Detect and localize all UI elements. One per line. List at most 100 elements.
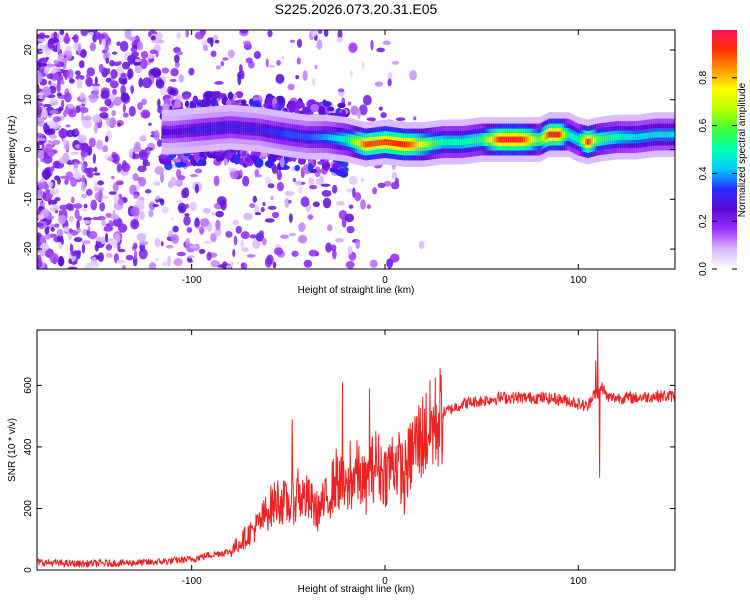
spectrogram-noise-blob bbox=[148, 122, 152, 126]
spectrogram-ridge-cell bbox=[360, 140, 363, 147]
spectrogram-ridge-cell bbox=[372, 140, 375, 147]
spectrogram-noise-blob bbox=[44, 34, 50, 39]
spectrogram-noise-blob bbox=[276, 181, 284, 192]
spectrogram-ridge-cell bbox=[184, 127, 188, 134]
spectrogram-ridge-cell bbox=[668, 131, 671, 138]
spectrogram-ridge-cell bbox=[308, 134, 311, 141]
spectrogram-ridge-cell bbox=[492, 136, 495, 143]
spectrogram-noise-blob bbox=[326, 224, 333, 232]
y-tick-label: 10 bbox=[23, 94, 34, 106]
x-tick-label: 100 bbox=[570, 275, 587, 286]
spectrogram-ridge-cell bbox=[612, 134, 615, 141]
spectrogram-ridge-cell bbox=[507, 136, 510, 143]
spectrogram-noise-blob bbox=[94, 236, 105, 242]
spectrogram-ridge-cell bbox=[258, 126, 261, 133]
spectrogram-noise-blob bbox=[215, 151, 222, 156]
spectrogram-noise-blob bbox=[377, 182, 386, 188]
spectrogram-ridge-cell bbox=[295, 132, 298, 139]
spectrogram-noise-blob bbox=[59, 204, 69, 211]
spectrogram-ridge-cell bbox=[608, 135, 611, 142]
spectrogram-ridge-cell bbox=[260, 126, 263, 133]
spectrogram-ridge-cell bbox=[505, 136, 508, 143]
spectrogram-noise-blob bbox=[264, 257, 272, 268]
spectrogram-noise-blob bbox=[49, 206, 54, 211]
x-tick-label: 100 bbox=[570, 576, 587, 587]
spectrogram-noise-blob bbox=[73, 162, 79, 169]
spectrogram-noise-blob bbox=[312, 77, 316, 86]
spectrogram-noise-blob bbox=[360, 178, 365, 183]
spectrogram-ridge-cell bbox=[662, 131, 665, 138]
spectrogram-noise-blob bbox=[320, 183, 331, 187]
spectrogram-ridge-cell bbox=[316, 134, 319, 141]
spectrogram-ridge-cell bbox=[523, 136, 526, 143]
spectrogram-ridge-cell bbox=[318, 134, 321, 141]
spectrogram-noise-blob bbox=[332, 249, 337, 260]
spectrogram-noise-blob bbox=[130, 85, 135, 94]
spectrogram-ridge-cell bbox=[169, 129, 172, 136]
spectrogram-noise-blob bbox=[68, 78, 75, 84]
spectrogram-noise-blob bbox=[149, 49, 157, 55]
spectrogram-noise-blob bbox=[204, 90, 213, 99]
spectrogram-noise-blob bbox=[167, 255, 172, 267]
spectrogram-noise-blob bbox=[116, 163, 123, 173]
spectrogram-noise-blob bbox=[106, 68, 111, 75]
spectrogram-noise-blob bbox=[316, 39, 323, 50]
spectrogram-noise-blob bbox=[104, 98, 112, 107]
spectrogram-ridge-cell bbox=[341, 136, 344, 143]
spectrogram-noise-blob bbox=[366, 117, 376, 121]
spectrogram-noise-blob bbox=[284, 198, 290, 208]
spectrogram-noise-blob bbox=[267, 30, 273, 38]
spectrogram-noise-blob bbox=[321, 160, 331, 171]
spectrogram-ridge-cell bbox=[167, 129, 170, 136]
spectrogram-noise-blob bbox=[37, 44, 47, 53]
spectrogram-noise-blob bbox=[214, 226, 222, 237]
spectrogram-ridge-cell bbox=[248, 125, 251, 132]
spectrogram-noise-blob bbox=[58, 255, 64, 266]
spectrogram-noise-blob bbox=[196, 226, 202, 230]
spectrogram-noise-blob bbox=[77, 43, 82, 55]
spectrogram-noise-blob bbox=[376, 47, 386, 53]
spectrogram-noise-blob bbox=[280, 55, 285, 60]
spectrogram-noise-blob bbox=[37, 159, 40, 169]
spectrogram-ridge-cell bbox=[569, 132, 572, 139]
spectrogram-ridge-cell bbox=[606, 135, 609, 142]
spectrogram-ridge-cell bbox=[213, 125, 217, 132]
spectrogram-noise-blob bbox=[83, 167, 91, 174]
spectrogram-ridge-cell bbox=[442, 139, 445, 146]
spectrogram-noise-blob bbox=[380, 112, 387, 119]
spectrogram-noise-blob bbox=[222, 57, 229, 61]
spectrogram-noise-blob bbox=[133, 58, 142, 63]
spectrogram-noise-blob bbox=[238, 64, 243, 73]
spectrogram-noise-blob bbox=[117, 223, 128, 233]
spectrogram-ridge-cell bbox=[414, 141, 418, 148]
spectrogram-noise-blob bbox=[139, 151, 149, 161]
spectrogram-noise-blob bbox=[387, 262, 392, 269]
spectrogram-y-label: Frequency (Hz) bbox=[7, 116, 18, 185]
y-tick-label: 0 bbox=[23, 146, 34, 152]
spectrogram-ridge-cell bbox=[289, 131, 292, 138]
spectrogram-noise-blob bbox=[246, 254, 256, 258]
spectrogram-noise-blob bbox=[128, 148, 133, 159]
spectrogram-ridge-cell bbox=[175, 128, 178, 135]
spectrogram-noise-blob bbox=[122, 103, 126, 113]
spectrogram-noise-blob bbox=[197, 160, 203, 167]
spectrogram-ridge-cell bbox=[635, 134, 638, 141]
spectrogram-noise-blob bbox=[156, 181, 161, 186]
snr-series-line bbox=[37, 330, 675, 569]
spectrogram-noise-blob bbox=[156, 69, 162, 77]
spectrogram-ridge-cell bbox=[273, 129, 276, 136]
spectrogram-noise-blob bbox=[48, 98, 59, 107]
spectrogram-ridge-cell bbox=[206, 126, 209, 133]
spectrogram-ridge-cell bbox=[548, 131, 551, 138]
spectrogram-ridge-cell bbox=[256, 126, 259, 133]
x-tick-label: 0 bbox=[382, 576, 388, 587]
spectrogram-noise-blob bbox=[176, 251, 186, 257]
spectrogram-ridge-cell bbox=[656, 131, 659, 138]
spectrogram-ridge-cell bbox=[658, 131, 661, 138]
spectrogram-noise-blob bbox=[78, 60, 85, 69]
spectrogram-noise-blob bbox=[389, 253, 400, 263]
spectrogram-noise-blob bbox=[346, 225, 355, 234]
spectrogram-noise-blob bbox=[47, 151, 55, 158]
spectrogram-noise-blob bbox=[198, 248, 206, 255]
spectrogram-noise-blob bbox=[184, 100, 190, 108]
